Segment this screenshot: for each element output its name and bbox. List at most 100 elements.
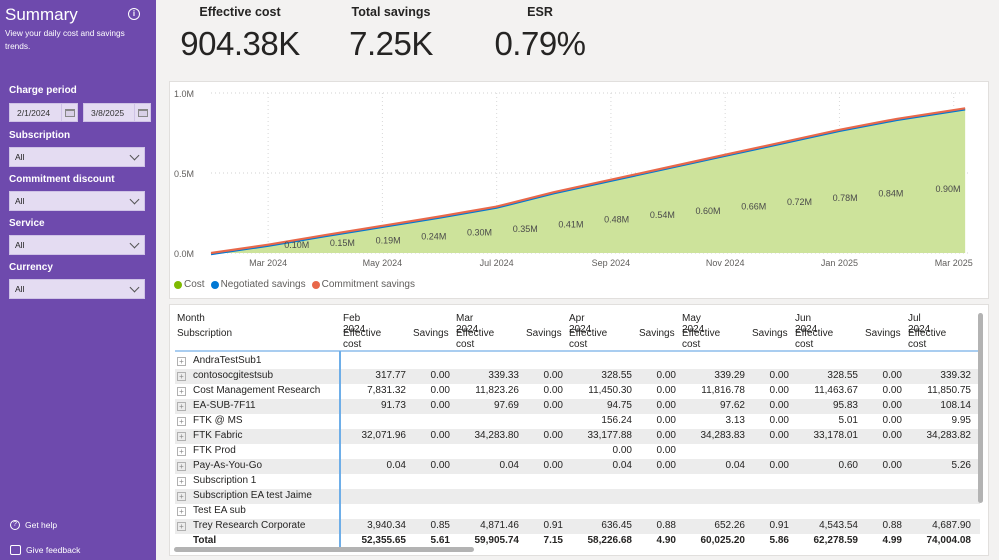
cell-savings: 0.85 (430, 520, 450, 531)
chevron-down-icon (129, 150, 140, 160)
commitment-discount-label: Commitment discount (9, 174, 115, 185)
column-header-savings[interactable]: Savings (752, 328, 788, 339)
column-header-month[interactable]: May 2024 (682, 313, 705, 335)
cell-savings: 0.00 (882, 385, 902, 396)
subscription-dropdown[interactable]: All (9, 147, 145, 167)
cell-effective-cost: 32,071.96 (361, 430, 407, 441)
x-tick-label: Sep 2024 (592, 258, 631, 268)
cost-area (211, 108, 966, 254)
expand-icon[interactable]: + (177, 417, 186, 426)
cell-effective-cost: 0.60 (838, 460, 858, 471)
cell-savings: 0.00 (656, 415, 676, 426)
expand-icon[interactable]: + (177, 462, 186, 471)
table-row[interactable]: + Cost Management Research 7,831.32 0.00 11,… (175, 384, 980, 399)
cell-effective-cost: 339.29 (714, 370, 745, 381)
service-dropdown[interactable]: All (9, 235, 145, 255)
cell-effective-cost: 0.04 (612, 460, 632, 471)
table-row[interactable]: + Trey Research Corporate 3,940.34 0.85 4,87… (175, 519, 980, 534)
y-tick-label: 0.5M (174, 169, 194, 179)
data-label: 0.41M (558, 219, 583, 229)
commitment-discount-dropdown[interactable]: All (9, 191, 145, 211)
table-row[interactable]: + Subscription 1 (175, 474, 980, 489)
legend-item-negotiated-savings[interactable]: Negotiated savings (210, 279, 306, 290)
area-chart[interactable]: 0.0M 0.5M 1.0M Mar 2024 May 2024 Jul 2024 Sep … (170, 82, 990, 277)
cell-savings: 0.00 (882, 430, 902, 441)
expand-icon[interactable]: + (177, 357, 186, 366)
expand-icon[interactable]: + (177, 402, 186, 411)
table-row[interactable]: + FTK Fabric 32,071.96 0.00 34,283.80 0.00 33,… (175, 429, 980, 444)
calendar-icon[interactable] (134, 104, 150, 121)
start-date-value: 2/1/2024 (17, 107, 51, 118)
help-icon: ? (10, 520, 20, 530)
expand-icon[interactable]: + (177, 522, 186, 531)
give-feedback-link[interactable]: Give feedback (10, 545, 80, 555)
kpi-label: Total savings (351, 5, 431, 19)
chevron-down-icon (129, 238, 140, 248)
column-header-month[interactable]: Apr 2024 (569, 313, 592, 335)
cell-effective-cost: 34,283.83 (700, 430, 746, 441)
expand-icon[interactable]: + (177, 492, 186, 501)
column-header-month[interactable]: Feb 2024 (343, 313, 366, 335)
row-label: Cost Management Research (193, 385, 321, 396)
info-icon[interactable]: i (128, 8, 140, 20)
table-row[interactable]: + contosocgitestsub 317.77 0.00 339.33 0.00 32… (175, 369, 980, 384)
expand-icon[interactable]: + (177, 447, 186, 456)
expand-icon[interactable]: + (177, 372, 186, 381)
data-label: 0.84M (878, 189, 903, 199)
calendar-icon[interactable] (61, 104, 77, 121)
cell-savings: 0.00 (656, 370, 676, 381)
start-date-input[interactable]: 2/1/2024 (9, 103, 78, 122)
column-header-savings[interactable]: Savings (865, 328, 901, 339)
column-header-month[interactable]: Jun 2024 (795, 313, 818, 335)
data-label: 0.48M (604, 214, 629, 224)
row-label: EA-SUB-7F11 (193, 400, 256, 411)
data-label: 0.10M (284, 240, 309, 250)
table-row[interactable]: + EA-SUB-7F11 91.73 0.00 97.69 0.00 94.75 0.00 9… (175, 399, 980, 414)
cell-savings: 0.00 (882, 370, 902, 381)
legend-item-cost[interactable]: Cost (174, 279, 205, 290)
table-row[interactable]: + Test EA sub (175, 504, 980, 519)
legend-item-commitment-savings[interactable]: Commitment savings (311, 279, 415, 290)
column-header-savings[interactable]: Savings (413, 328, 449, 339)
row-header-divider (339, 351, 341, 551)
table-row[interactable]: + Subscription EA test Jaime (175, 489, 980, 504)
cell-savings: 0.00 (543, 370, 563, 381)
total-row[interactable]: Total 52,355.65 5.61 59,905.74 7.15 58,226.68… (175, 534, 980, 549)
column-header-effective-cost[interactable]: Effective cost (682, 328, 721, 350)
cost-savings-chart[interactable]: 0.0M 0.5M 1.0M Mar 2024 May 2024 Jul 2024 Sep … (169, 81, 989, 299)
x-tick-label: Jan 2025 (821, 258, 858, 268)
column-header-savings[interactable]: Savings (639, 328, 675, 339)
cell-effective-cost: 33,177.88 (587, 430, 633, 441)
column-header-savings[interactable]: Savings (526, 328, 562, 339)
cell-savings: 0.00 (543, 400, 563, 411)
cell-effective-cost: 328.55 (827, 370, 858, 381)
expand-icon[interactable]: + (177, 387, 186, 396)
expand-icon[interactable]: + (177, 432, 186, 441)
cell-effective-cost: 339.32 (940, 370, 971, 381)
end-date-input[interactable]: 3/8/2025 (83, 103, 151, 122)
currency-dropdown[interactable]: All (9, 279, 145, 299)
column-header-effective-cost[interactable]: Effective cost (795, 328, 834, 350)
row-header-month: Month (177, 313, 205, 324)
cell-savings: 0.00 (882, 460, 902, 471)
cell-effective-cost: 11,850.75 (927, 385, 971, 396)
column-header-month[interactable]: Jul 2024 (908, 313, 931, 335)
expand-icon[interactable]: + (177, 477, 186, 486)
vertical-scrollbar[interactable] (978, 313, 983, 503)
cell-savings: 0.00 (656, 430, 676, 441)
table-row[interactable]: + Pay-As-You-Go 0.04 0.00 0.04 0.00 0.04 0.00 0.… (175, 459, 980, 474)
table-row[interactable]: + AndraTestSub1 (175, 354, 980, 369)
cell-savings: 0.00 (656, 460, 676, 471)
column-header-month[interactable]: Mar 2024 (456, 313, 479, 335)
horizontal-scrollbar[interactable] (174, 547, 474, 552)
table-row[interactable]: + FTK Prod 0.00 0.00 (175, 444, 980, 459)
expand-icon[interactable]: + (177, 507, 186, 516)
row-label: FTK @ MS (193, 415, 243, 426)
column-header-effective-cost[interactable]: Effective cost (908, 328, 947, 350)
table-row[interactable]: + FTK @ MS 156.24 0.00 3.13 0.00 5.01 0.00 9.95 (175, 414, 980, 429)
cell-savings: 0.00 (430, 370, 450, 381)
column-header-effective-cost[interactable]: Effective cost (456, 328, 495, 350)
column-header-effective-cost[interactable]: Effective cost (569, 328, 608, 350)
column-header-effective-cost[interactable]: Effective cost (343, 328, 382, 350)
get-help-link[interactable]: ? Get help (10, 520, 57, 530)
